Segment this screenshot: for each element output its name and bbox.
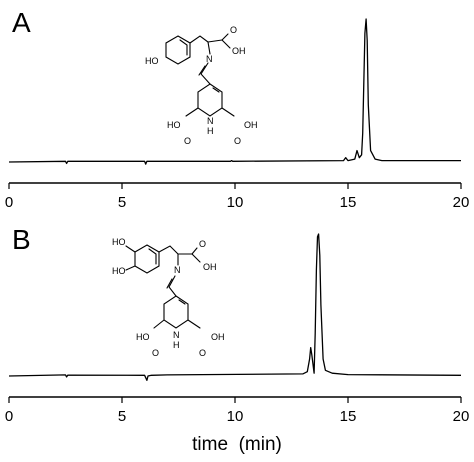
struct-label-a-8: OH	[244, 120, 258, 130]
struct-label-a-1: N	[206, 54, 213, 64]
panel-label-b: B	[12, 224, 31, 255]
vinyl-bond-a	[200, 62, 211, 85]
acid-bond-right-a	[221, 107, 235, 117]
struct-label-b-9: OH	[211, 332, 225, 342]
carboxyl-bond-a	[207, 39, 223, 43]
struct-label-b-1: HO	[112, 266, 126, 276]
struct-label-a-6: N	[207, 116, 214, 126]
struct-label-a-4: HO	[167, 120, 181, 130]
oh-bond-2-b	[125, 265, 136, 271]
chromatogram-trace-a	[8, 18, 461, 165]
struct-label-b-4: O	[199, 239, 206, 249]
struct-label-a-5: O	[184, 136, 191, 146]
side-chain-bond-b	[158, 245, 179, 255]
oh-bond-1-b	[125, 245, 136, 253]
vinyl-bond-b	[168, 275, 177, 297]
hydroxyl-bond-a	[221, 39, 231, 49]
panel-label-a: A	[12, 7, 31, 38]
vinyl-double-bond-b	[166, 278, 173, 289]
x-tick-label-b-0: 0	[5, 408, 13, 425]
x-tick-label-b-4: 20	[453, 408, 470, 425]
x-tick-label-b-1: 5	[118, 408, 126, 425]
x-tick-label-b-3: 15	[340, 408, 357, 425]
pyridine-ring-b	[163, 295, 189, 329]
pyridine-double-bond-a	[212, 87, 220, 93]
chemical-structure-b: HO HO N OH O HO O N H OH O	[112, 237, 225, 358]
x-tick-label-a-0: 0	[5, 194, 13, 211]
struct-label-b-10: O	[199, 348, 206, 358]
struct-label-b-8: H	[173, 340, 180, 350]
acid-bond-right-b	[187, 319, 201, 329]
carbonyl-bond-b	[191, 247, 198, 255]
struct-label-a-0: HO	[145, 56, 159, 66]
struct-label-b-5: HO	[136, 332, 150, 342]
x-tick-label-b-2: 10	[227, 408, 244, 425]
side-chain-bond-a	[189, 35, 209, 44]
carbonyl-bond-a	[221, 33, 229, 41]
x-tick-label-a-3: 15	[340, 194, 357, 211]
panel-a: A HO N OH O HO O N H OH	[5, 7, 470, 211]
imine-bond-a	[207, 41, 211, 55]
struct-label-b-3: OH	[203, 262, 217, 272]
struct-label-a-2: OH	[232, 46, 246, 56]
x-ticks-a: 0 5 10 15 20	[5, 183, 470, 211]
struct-label-b-7: N	[173, 330, 180, 340]
pyridine-ring-a	[197, 83, 223, 117]
panel-b: B HO HO N OH O HO O N	[5, 224, 470, 455]
ring-inner-bond-b	[148, 248, 157, 265]
struct-label-a-9: O	[234, 136, 241, 146]
acid-bond-left-a	[185, 107, 199, 117]
struct-label-a-3: O	[230, 25, 237, 35]
x-axis-title: time (min)	[192, 434, 282, 455]
struct-label-b-0: HO	[112, 237, 126, 247]
pyridine-double-bond-b	[178, 299, 186, 305]
struct-label-b-2: N	[174, 265, 181, 275]
acid-bond-left-b	[153, 319, 165, 329]
struct-label-a-7: H	[207, 126, 214, 136]
vinyl-double-bond-a	[198, 65, 206, 76]
ring-inner-bond-a	[179, 39, 188, 56]
chemical-structure-a: HO N OH O HO O N H OH O	[145, 25, 258, 146]
x-tick-label-a-1: 5	[118, 194, 126, 211]
hydroxyl-bond-b	[191, 253, 201, 263]
x-tick-label-a-2: 10	[227, 194, 244, 211]
ring-bond-b	[134, 244, 160, 274]
ring-bond-a	[165, 35, 191, 65]
struct-label-b-6: O	[152, 348, 159, 358]
x-tick-label-a-4: 20	[453, 194, 470, 211]
chromatogram-trace-b	[8, 233, 462, 381]
x-ticks-b: 0 5 10 15 20	[5, 397, 470, 425]
